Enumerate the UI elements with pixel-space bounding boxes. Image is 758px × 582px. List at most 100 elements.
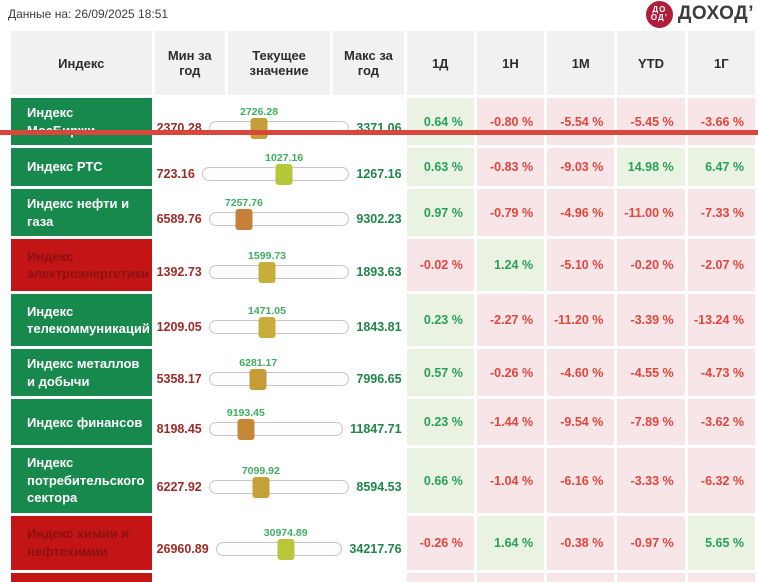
change-cell-ytd: -0.97 % xyxy=(617,515,685,570)
year-range-cell: 5358.17 6281.17 7996.65 xyxy=(154,349,404,397)
table-row: Индекс телекоммуникаций 1209.05 1471.05 184… xyxy=(11,294,755,347)
index-table-body: Индекс МосБиржи2370.282726.283371.060.64… xyxy=(11,98,755,582)
max-year-value: 1843.81 xyxy=(356,319,402,334)
index-name-cell[interactable]: Индекс химии и нефтехимии xyxy=(11,515,152,570)
change-cell-1w: 1.64 % xyxy=(476,515,545,570)
column-header-index: Индекс xyxy=(11,31,152,95)
column-header-1m: 1М xyxy=(547,31,615,95)
change-cell-1d: 0.97 % xyxy=(406,189,474,237)
index-name-cell[interactable]: Индекс финансов xyxy=(11,399,152,446)
current-value-label: 1471.05 xyxy=(247,304,286,317)
range-slider-handle[interactable] xyxy=(258,261,276,283)
selected-row-underline xyxy=(0,130,758,135)
change-cell-1y: -6.32 % xyxy=(687,448,755,513)
index-name-cell[interactable]: Индекс РТС xyxy=(11,148,152,187)
change-cell-ytd: -0.20 % xyxy=(617,239,685,292)
column-header-1w: 1Н xyxy=(476,31,545,95)
range-slider-track: 30974.89 xyxy=(215,527,343,561)
range-slider-track: 7099.92 xyxy=(208,465,350,499)
change-cell-1y: -2.07 % xyxy=(687,239,755,292)
index-name-cell[interactable]: Индекс металлов и добычи xyxy=(11,349,152,397)
change-cell-1m: -11.35 % xyxy=(547,572,615,582)
max-year-value: 9302.23 xyxy=(356,212,402,227)
range-slider-track: 6281.17 xyxy=(208,357,350,391)
range-slider-handle[interactable] xyxy=(277,539,295,561)
range-slider-track: 7257.76 xyxy=(208,197,350,231)
change-cell-1d: -1.08 % xyxy=(406,572,474,582)
table-row: Индекс финансов 8198.45 9193.45 11847.71 0.2… xyxy=(11,399,755,446)
change-cell-1d: 0.23 % xyxy=(406,399,474,446)
max-year-value: 11847.71 xyxy=(350,421,402,436)
change-cell-1d: 0.57 % xyxy=(406,349,474,397)
change-cell-1m: -11.20 % xyxy=(547,294,615,347)
table-row: Индекс нефти и газа 6589.76 7257.76 9302.23… xyxy=(11,189,755,237)
indices-table: Индекс Мин за год Текущее значение Макс … xyxy=(8,28,758,582)
range-slider-track: 9193.45 xyxy=(208,407,344,440)
change-cell-1d: 0.64 % xyxy=(406,98,474,146)
change-cell-1d: 0.63 % xyxy=(406,148,474,187)
change-cell-ytd: -11.33 % xyxy=(617,572,685,582)
change-cell-1d: 0.23 % xyxy=(406,294,474,347)
min-year-value: 1392.73 xyxy=(156,264,202,279)
logo-monogram-bottom: ОД’ xyxy=(650,13,668,22)
column-header-1y: 1Г xyxy=(687,31,755,95)
change-cell-1w: 1.24 % xyxy=(476,239,545,292)
brand-logo[interactable]: ДО ОД’ ДОХОД’ xyxy=(645,0,754,28)
year-range-cell: 1392.73 1599.73 1893.63 xyxy=(154,239,404,292)
year-range-cell: 8198.45 9193.45 11847.71 xyxy=(154,399,404,446)
range-slider-track: 1027.16 xyxy=(201,152,350,185)
change-cell-ytd: 14.98 % xyxy=(617,148,685,187)
range-slider-handle[interactable] xyxy=(275,163,293,185)
data-updated-timestamp: Данные на: 26/09/2025 18:51 xyxy=(8,7,169,21)
change-cell-1d: -0.02 % xyxy=(406,239,474,292)
current-value-label: 2726.28 xyxy=(240,106,279,119)
change-cell-1w: -0.83 % xyxy=(476,148,545,187)
min-year-value: 26960.89 xyxy=(156,542,209,557)
change-cell-1w: -1.04 % xyxy=(476,448,545,513)
table-row: Индекс РТС 723.16 1027.16 1267.16 0.63 % -0.8… xyxy=(11,148,755,187)
column-header-current-value: Текущее значение xyxy=(227,31,331,95)
index-name-cell[interactable]: Индекс транспорта xyxy=(11,572,152,582)
change-cell-1m: -0.38 % xyxy=(547,515,615,570)
current-value-label: 1485.26 xyxy=(225,581,263,582)
range-slider-handle[interactable] xyxy=(258,316,276,338)
current-value-label: 1599.73 xyxy=(248,249,287,262)
range-slider-handle[interactable] xyxy=(249,369,267,391)
change-cell-ytd: -7.89 % xyxy=(617,399,685,446)
current-value-label: 7257.76 xyxy=(224,197,263,210)
change-cell-1y: -13.24 % xyxy=(687,294,755,347)
index-name-cell[interactable]: Индекс телекоммуникаций xyxy=(11,294,152,347)
range-slider-handle[interactable] xyxy=(235,209,253,231)
change-cell-ytd: -4.55 % xyxy=(617,349,685,397)
dohod-logo-icon: ДО ОД’ xyxy=(645,0,673,28)
year-range-cell: 723.16 1027.16 1267.16 xyxy=(154,148,404,187)
range-slider-handle[interactable] xyxy=(252,477,270,499)
current-value-label: 9193.45 xyxy=(226,406,265,419)
year-range-cell: 6227.92 7099.92 8594.53 xyxy=(154,448,404,513)
change-cell-1d: -0.26 % xyxy=(406,515,474,570)
range-slider-handle[interactable] xyxy=(237,418,255,440)
index-name-cell[interactable]: Индекс электроэнергетики xyxy=(11,239,152,292)
change-cell-1m: -9.03 % xyxy=(547,148,615,187)
change-cell-1y: -7.33 % xyxy=(687,189,755,237)
change-cell-1w: -0.79 % xyxy=(476,189,545,237)
table-row: Индекс транспорта1307.261485.262033.37-1… xyxy=(11,572,755,582)
index-name-cell[interactable]: Индекс нефти и газа xyxy=(11,189,152,237)
index-name-cell[interactable]: Индекс МосБиржи xyxy=(11,98,152,146)
change-cell-ytd: -5.45 % xyxy=(617,98,685,146)
change-cell-ytd: -3.39 % xyxy=(617,294,685,347)
index-name-cell[interactable]: Индекс потребительского сектора xyxy=(11,448,152,513)
min-year-value: 723.16 xyxy=(156,166,195,181)
change-cell-1m: -4.96 % xyxy=(547,189,615,237)
year-range-cell: 26960.89 30974.89 34217.76 xyxy=(154,515,404,570)
column-header-ytd: YTD xyxy=(617,31,685,95)
logo-monogram-top: ДО xyxy=(652,5,667,14)
range-slider-handle[interactable] xyxy=(250,118,268,140)
table-row: Индекс электроэнергетики 1392.73 1599.73 18… xyxy=(11,239,755,292)
range-slider-track: 1599.73 xyxy=(208,250,350,283)
change-cell-ytd: -3.33 % xyxy=(617,448,685,513)
year-range-cell: 2370.28 2726.28 3371.06 xyxy=(154,98,404,146)
max-year-value: 7996.65 xyxy=(356,372,402,387)
change-cell-1d: 0.66 % xyxy=(406,448,474,513)
table-row: Индекс МосБиржи2370.282726.283371.060.64… xyxy=(11,98,755,146)
